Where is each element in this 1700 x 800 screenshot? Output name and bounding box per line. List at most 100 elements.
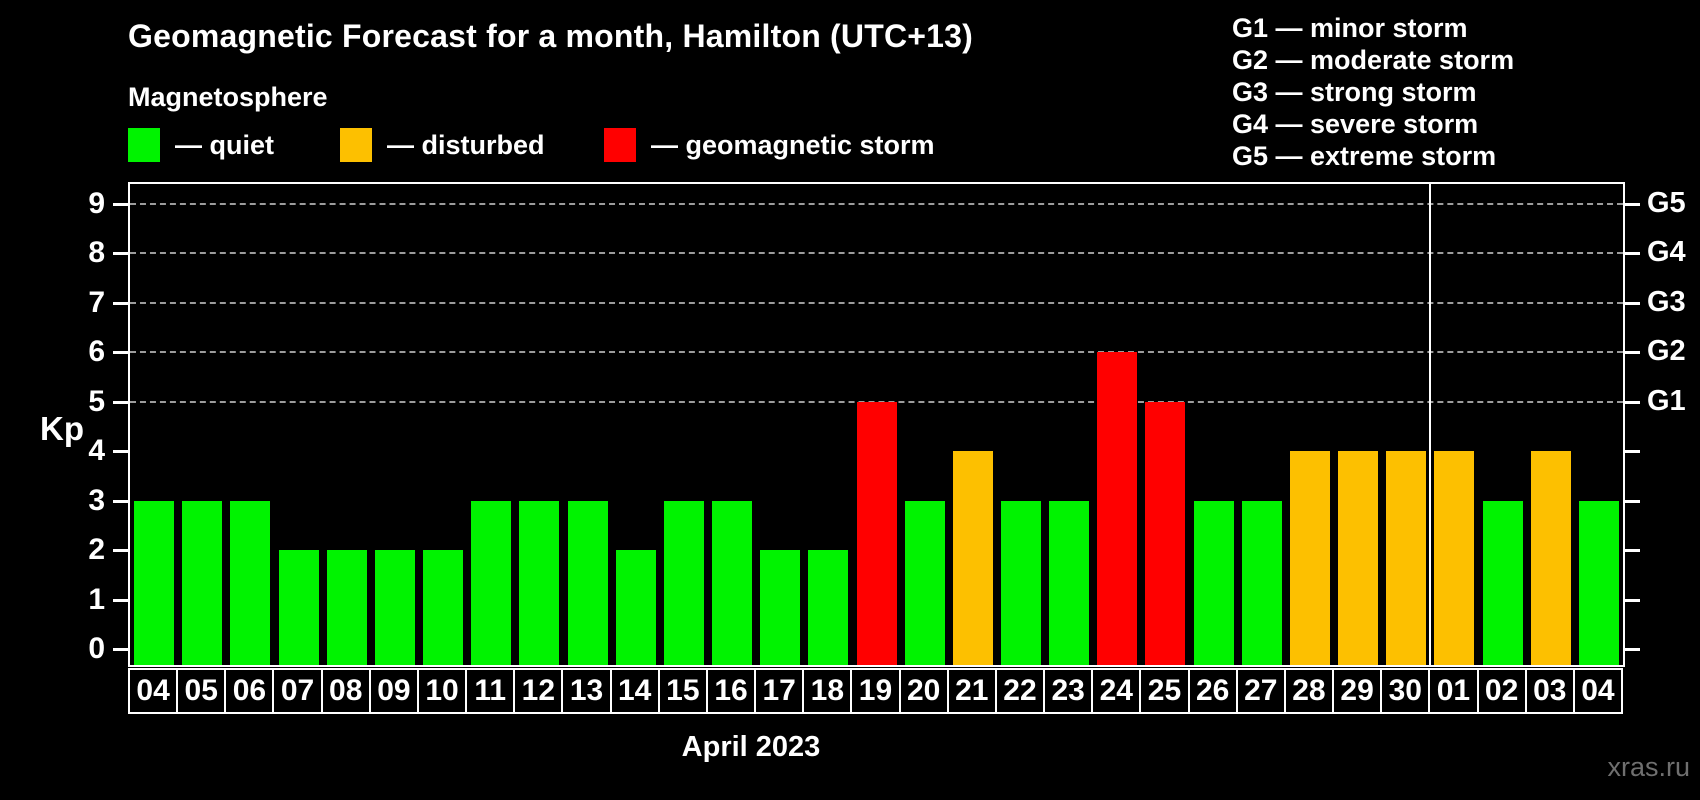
bar-13-day-17 [760, 550, 801, 665]
magnetosphere-label: Magnetosphere [128, 82, 328, 112]
day-label-28-02: 02 [1476, 668, 1527, 714]
bar-12-day-16 [712, 500, 753, 665]
day-label-20-24: 24 [1091, 668, 1142, 714]
legend-item-storm: — geomagnetic storm [604, 128, 935, 162]
day-label-23-27: 27 [1235, 668, 1286, 714]
day-label-14-18: 18 [802, 668, 853, 714]
g-legend-line-g5: G5 — extreme storm [1232, 141, 1497, 171]
day-label-29-03: 03 [1524, 668, 1575, 714]
day-label-3-07: 07 [272, 668, 323, 714]
day-label-22-26: 26 [1187, 668, 1238, 714]
bar-19-day-23 [1049, 500, 1090, 665]
bar-28-day-02 [1482, 500, 1523, 665]
y-tick-label-3: 3 [88, 483, 105, 517]
day-label-0-04: 04 [128, 668, 179, 714]
y-tick-label-4: 4 [88, 434, 105, 467]
gridline-kp-9 [130, 202, 1623, 205]
y-axis-title: Kp [40, 410, 84, 447]
g-legend-line-g2: G2 — moderate storm [1232, 45, 1515, 75]
gridline-kp-6 [130, 351, 1623, 353]
day-label-4-08: 08 [320, 668, 371, 714]
day-label-13-17: 17 [754, 668, 805, 714]
plot-inner [130, 184, 1623, 665]
day-label-16-20: 20 [898, 668, 949, 714]
g-legend-line-g3: G3 — strong storm [1232, 77, 1477, 107]
watermark: xras.ru [1607, 752, 1690, 782]
y-tick-label-6: 6 [88, 335, 105, 368]
day-label-30-04: 04 [1572, 668, 1623, 714]
bar-5-day-09 [374, 550, 415, 665]
g-legend-line-g4: G4 — severe storm [1232, 109, 1479, 139]
gridline-kp-7 [130, 301, 1623, 304]
y-tick-right-4 [1625, 450, 1640, 453]
y-tick-left-6 [113, 351, 128, 354]
bar-1-day-05 [182, 500, 223, 665]
y-tick-label-8: 8 [88, 236, 105, 269]
bar-11-day-15 [663, 500, 704, 665]
y-tick-label-7: 7 [88, 285, 105, 319]
day-label-1-05: 05 [176, 668, 227, 714]
y-tick-left-9 [113, 202, 128, 206]
y-tick-right-9 [1625, 202, 1640, 206]
y-tick-label-9: 9 [88, 186, 105, 220]
legend-item-quiet: — quiet [128, 128, 274, 162]
day-label-6-10: 10 [416, 668, 468, 714]
y-tick-right-7 [1625, 301, 1640, 305]
day-label-26-30: 30 [1380, 668, 1431, 714]
bar-10-day-14 [615, 550, 656, 665]
day-label-2-06: 06 [224, 668, 275, 714]
gridline-kp-8 [130, 252, 1623, 254]
bar-15-day-19 [856, 401, 897, 665]
day-label-15-19: 19 [850, 668, 901, 714]
y-tick-label-1: 1 [88, 582, 105, 616]
bar-29-day-03 [1530, 451, 1571, 665]
bar-16-day-20 [904, 500, 945, 665]
bar-25-day-29 [1338, 451, 1379, 665]
day-label-17-21: 21 [946, 668, 997, 714]
bar-14-day-18 [808, 550, 849, 665]
day-label-25-29: 29 [1332, 668, 1383, 714]
bar-26-day-30 [1386, 451, 1427, 665]
y-tick-left-4 [113, 450, 128, 453]
bar-0-day-04 [134, 500, 175, 665]
bar-7-day-11 [471, 500, 512, 665]
bar-17-day-21 [952, 451, 993, 665]
y-tick-right-2 [1625, 549, 1640, 552]
plot-area [128, 182, 1625, 667]
day-label-21-25: 25 [1139, 668, 1190, 714]
y-tick-left-1 [113, 598, 128, 602]
quiet-color-swatch-icon [128, 128, 160, 162]
right-axis-label-g1: G1 [1647, 384, 1686, 417]
y-tick-right-5 [1625, 400, 1640, 404]
day-label-10-14: 14 [609, 668, 660, 714]
bar-8-day-12 [519, 500, 560, 665]
y-tick-right-1 [1625, 598, 1640, 602]
day-label-24-28: 28 [1283, 668, 1335, 714]
right-axis-label-g3: G3 [1647, 285, 1686, 318]
storm-color-swatch-icon [604, 128, 636, 162]
bar-23-day-27 [1241, 500, 1282, 665]
bar-4-day-08 [326, 550, 367, 665]
y-tick-left-2 [113, 549, 128, 552]
legend-storm-label: — geomagnetic storm [651, 129, 935, 160]
bar-30-day-04 [1578, 500, 1619, 665]
bar-6-day-10 [423, 550, 464, 665]
bar-24-day-28 [1289, 451, 1330, 665]
bar-21-day-25 [1145, 401, 1186, 665]
day-label-12-16: 16 [705, 668, 757, 714]
y-tick-label-2: 2 [88, 533, 105, 566]
bar-22-day-26 [1193, 500, 1234, 665]
day-label-19-23: 23 [1043, 668, 1094, 714]
legend-quiet-label: — quiet [175, 129, 274, 160]
day-label-18-22: 22 [994, 668, 1046, 714]
disturbed-color-swatch-icon [340, 128, 372, 162]
y-tick-left-3 [113, 499, 128, 503]
month-separator-line [1429, 184, 1432, 665]
g-legend-line-g1: G1 — minor storm [1232, 13, 1468, 43]
day-label-7-11: 11 [465, 668, 516, 714]
right-axis-label-g4: G4 [1647, 236, 1686, 268]
bar-9-day-13 [567, 500, 608, 665]
y-tick-right-3 [1625, 499, 1640, 503]
y-tick-right-6 [1625, 351, 1640, 354]
